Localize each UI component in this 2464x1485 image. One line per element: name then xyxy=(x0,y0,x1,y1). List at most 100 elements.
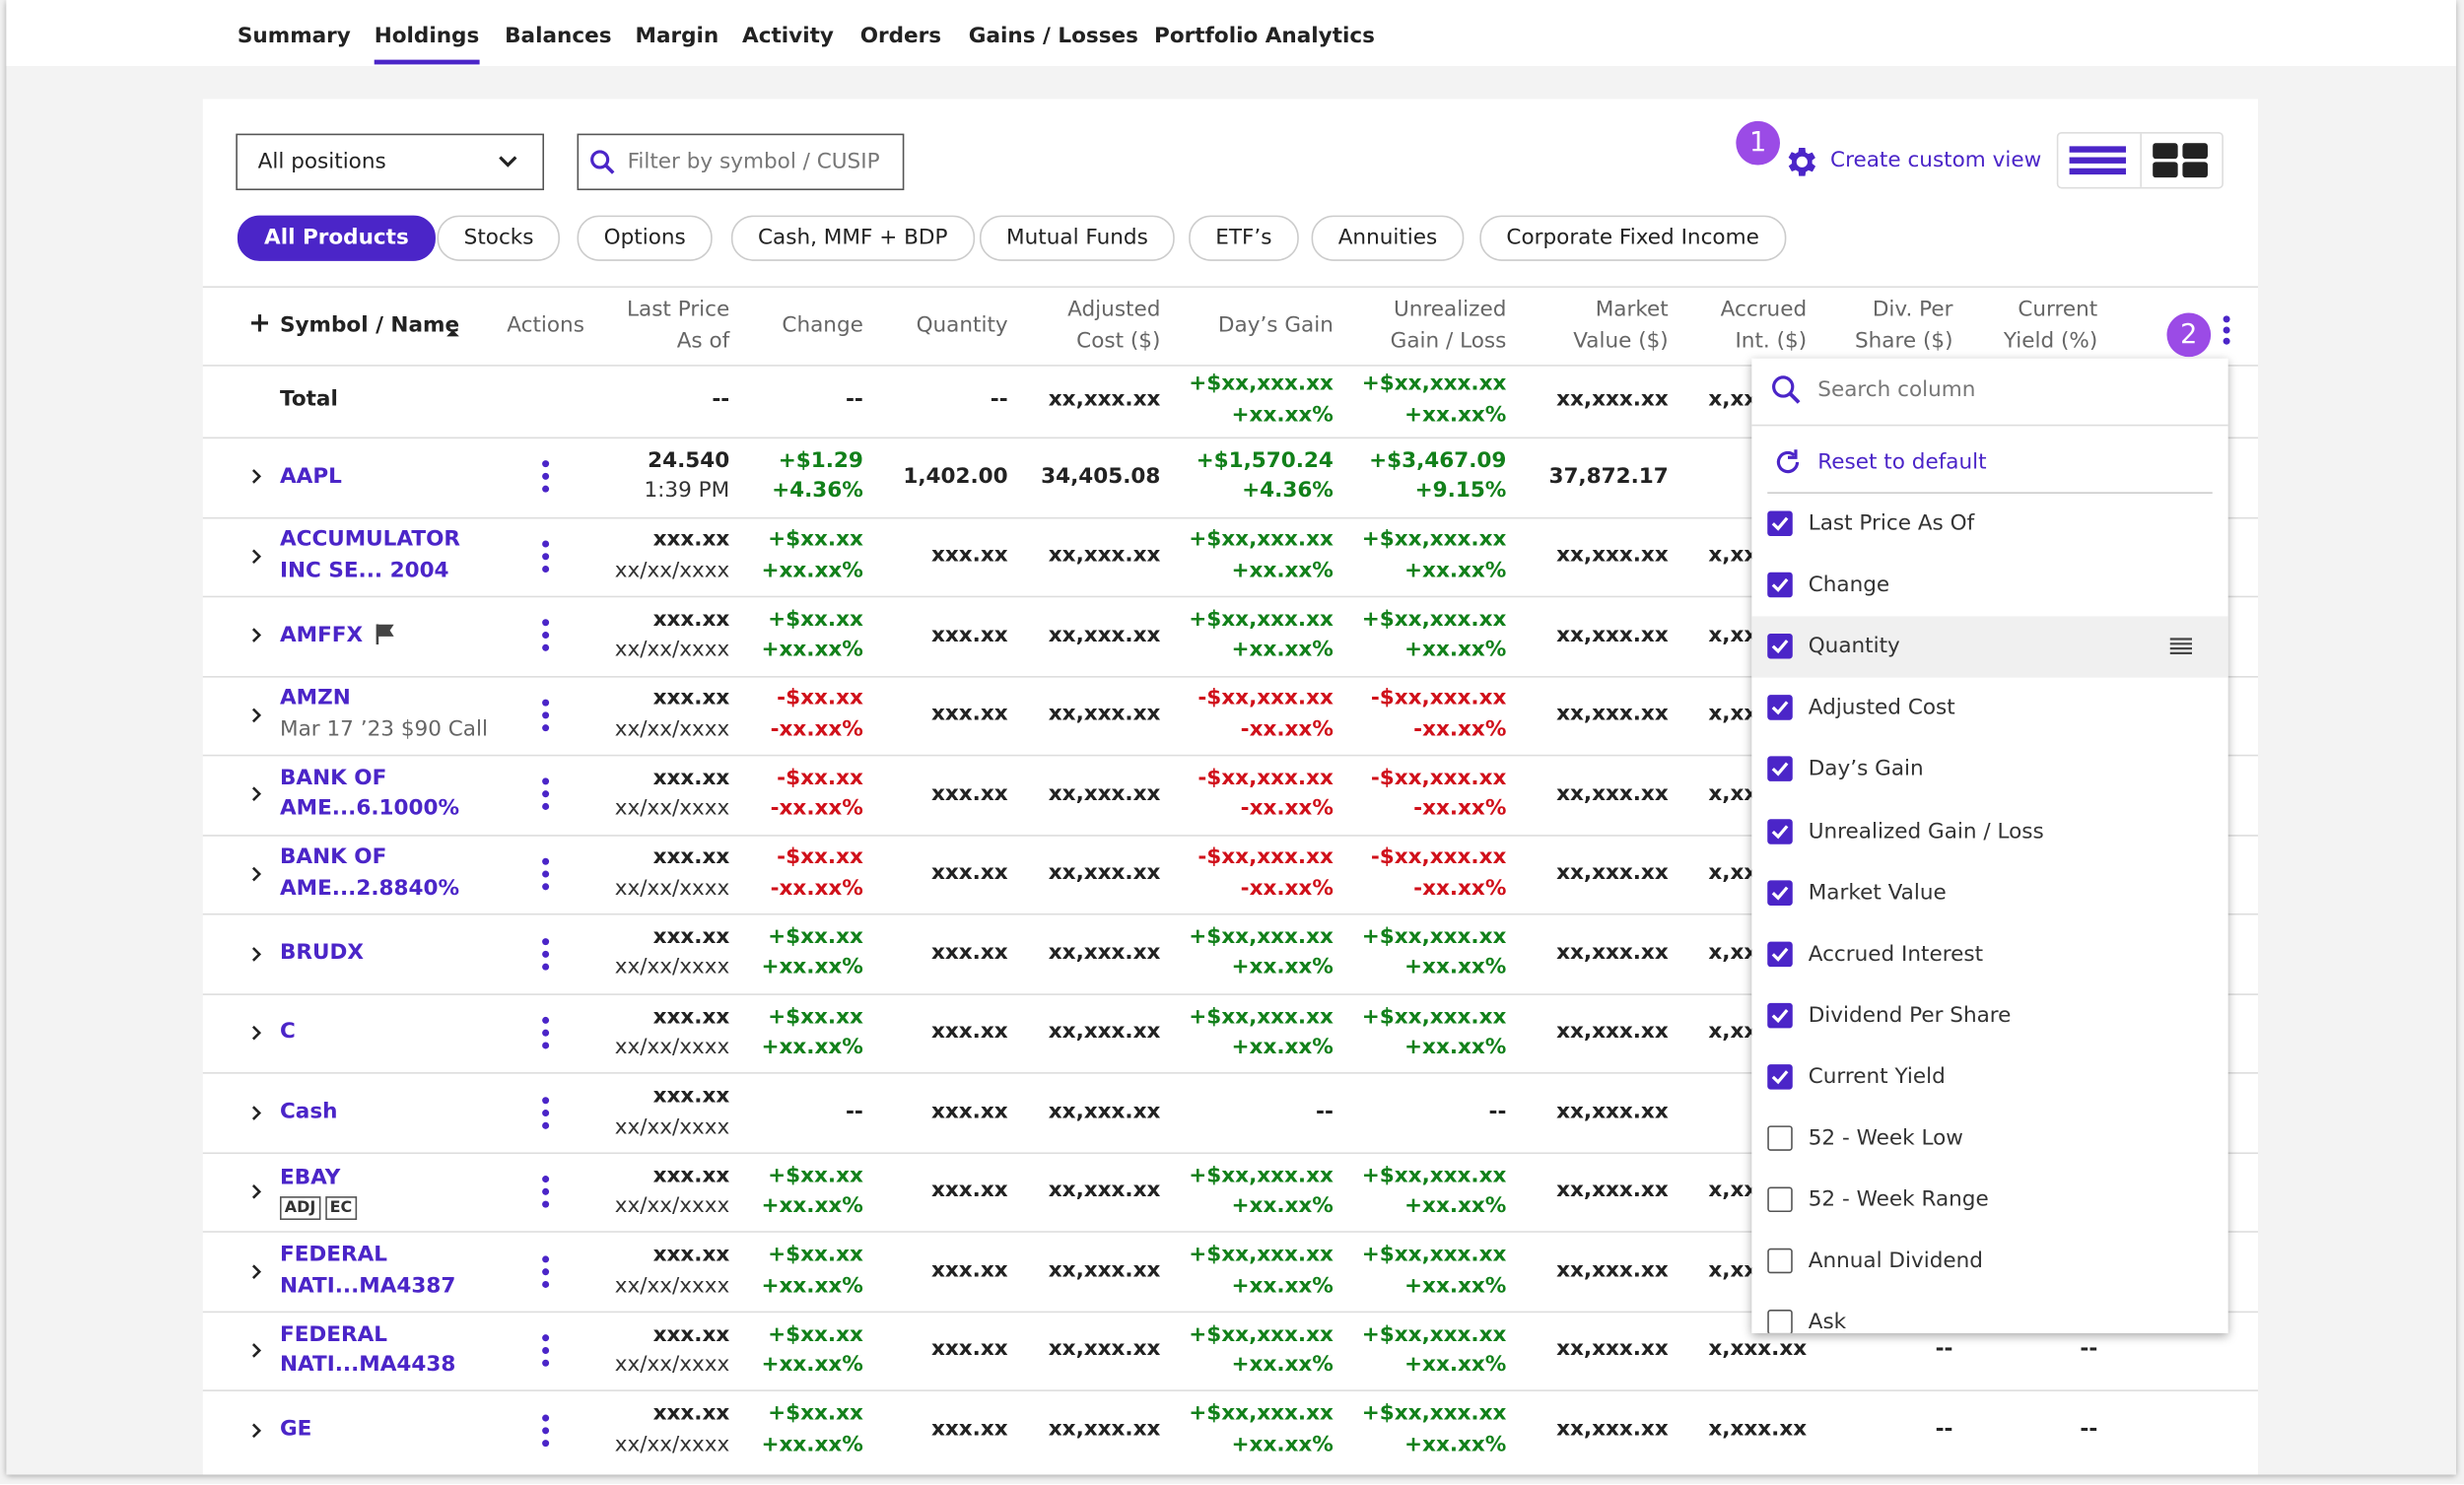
column-option[interactable]: Adjusted Cost xyxy=(1751,678,2227,739)
nav-tab[interactable]: Orders xyxy=(859,23,942,49)
filter-chip[interactable]: Corporate Fixed Income xyxy=(1479,215,1786,261)
column-header[interactable]: Quantity xyxy=(694,311,1008,342)
list-view-icon[interactable] xyxy=(2069,143,2130,177)
column-option[interactable]: Change xyxy=(1751,555,2227,616)
column-header[interactable]: Last Price As of xyxy=(415,296,729,357)
symbol-cell[interactable]: BRUDX xyxy=(280,913,364,993)
filter-chip[interactable]: ETF’s xyxy=(1189,215,1299,261)
checkbox[interactable] xyxy=(1767,1002,1793,1029)
positions-dropdown[interactable]: All positions xyxy=(236,133,545,191)
nav-tab[interactable]: Summary xyxy=(237,23,351,49)
column-option[interactable]: 52 - Week Range xyxy=(1751,1170,2227,1231)
symbol-line: FEDERAL xyxy=(279,1242,387,1268)
option-label: Day’s Gain xyxy=(1808,757,1924,782)
filter-chip[interactable]: Cash, MMF + BDP xyxy=(730,215,975,261)
nav-tab[interactable]: Margin xyxy=(635,23,719,49)
column-menu-icon[interactable] xyxy=(2218,312,2236,347)
value-cell: +$xx,xxx.xx +xx.xx% xyxy=(1192,596,1507,676)
column-option[interactable]: Last Price As Of xyxy=(1751,494,2227,555)
symbol-cell[interactable]: EBAY ADJ EC xyxy=(279,1152,362,1232)
value-cell: -- xyxy=(1783,1390,2097,1470)
symbol-cell[interactable]: C xyxy=(280,993,296,1073)
create-custom-view[interactable]: Create custom view xyxy=(1830,147,2042,173)
symbol-cell[interactable]: BANK OF AME...2.8840% xyxy=(280,835,459,914)
symbol-cell[interactable]: AMZN Mar 17 ’23 $90 Call xyxy=(280,675,488,755)
filter-chip[interactable]: All Products xyxy=(237,215,436,261)
value-cell: +$xx,xxx.xx +xx.xx% xyxy=(1192,1311,1507,1390)
value-line: 1:39 PM xyxy=(644,478,730,504)
column-search[interactable]: Search column xyxy=(1817,376,1976,403)
column-header[interactable]: Current Yield (%) xyxy=(1783,296,2097,357)
grid-view-icon[interactable] xyxy=(2153,143,2213,178)
symbol-cell[interactable]: FEDERAL NATI...MA4438 xyxy=(280,1311,455,1390)
value-line: +$xx,xxx.xx xyxy=(1361,606,1507,633)
reset-default[interactable]: Reset to default xyxy=(1817,449,1987,475)
symbol-filter[interactable]: Filter by symbol / CUSIP xyxy=(577,133,905,191)
column-header[interactable]: Change xyxy=(549,311,862,342)
column-header[interactable]: Accrued Int. ($) xyxy=(1492,296,1807,357)
column-option[interactable]: Unrealized Gain / Loss xyxy=(1751,801,2227,862)
value-line: xx/xx/xxxx xyxy=(614,955,730,980)
value-cell: 1,402.00 xyxy=(694,438,1007,517)
nav-tab[interactable]: Gains / Losses xyxy=(968,23,1138,49)
column-header[interactable]: Unrealized Gain / Loss xyxy=(1192,296,1507,357)
symbol-cell[interactable]: FEDERAL NATI...MA4387 xyxy=(280,1232,455,1312)
checkbox[interactable] xyxy=(1767,572,1793,598)
nav-tab[interactable]: Portfolio Analytics xyxy=(1154,23,1375,49)
checkbox[interactable] xyxy=(1767,757,1793,782)
column-header[interactable]: Day’s Gain xyxy=(1019,311,1334,342)
add-icon[interactable]: + xyxy=(248,307,271,340)
checkbox[interactable] xyxy=(1767,695,1793,721)
nav-tab[interactable]: Activity xyxy=(742,23,834,49)
value-cell: -- xyxy=(549,1073,863,1153)
filter-chip[interactable]: Mutual Funds xyxy=(979,215,1175,261)
nav-tab[interactable]: Balances xyxy=(505,23,612,49)
value-line: +$xx.xx xyxy=(768,1162,863,1188)
column-option[interactable]: Day’s Gain xyxy=(1751,739,2227,800)
column-option[interactable]: Ask xyxy=(1751,1293,2227,1333)
checkbox[interactable] xyxy=(1767,1125,1793,1151)
column-option[interactable]: Current Yield xyxy=(1751,1046,2227,1108)
symbol-cell[interactable]: GE xyxy=(280,1390,311,1470)
column-header[interactable]: Div. Per Share ($) xyxy=(1638,296,1953,357)
filter-chip[interactable]: Stocks xyxy=(437,215,561,261)
value-line: xxx.xx xyxy=(931,780,1008,806)
column-option[interactable]: Market Value xyxy=(1751,862,2227,923)
column-option[interactable]: Annual Dividend xyxy=(1751,1232,2227,1293)
column-option[interactable]: Quantity xyxy=(1751,616,2228,678)
checkbox[interactable] xyxy=(1767,879,1793,906)
column-option[interactable]: 52 - Week Low xyxy=(1751,1109,2227,1170)
checkbox[interactable] xyxy=(1767,818,1793,844)
column-header[interactable]: Adjusted Cost ($) xyxy=(846,296,1160,357)
symbol-cell[interactable]: BANK OF AME...6.1000% xyxy=(280,755,459,835)
value-cell: xx,xxx.xx xyxy=(846,1390,1161,1470)
value-line: +xx.xx% xyxy=(1231,637,1334,663)
value-line: +xx.xx% xyxy=(761,1193,863,1219)
nav-tab[interactable]: Holdings xyxy=(374,24,480,65)
expand-chevron xyxy=(250,1024,264,1049)
column-option[interactable]: Accrued Interest xyxy=(1751,924,2227,985)
header-line: Div. Per xyxy=(1872,297,1953,323)
checkbox[interactable] xyxy=(1767,1063,1793,1090)
filter-chip[interactable]: Options xyxy=(577,215,713,261)
column-header[interactable]: Symbol / Name xyxy=(280,311,500,342)
symbol-cell[interactable]: AMFFX xyxy=(280,596,394,676)
symbol-cell[interactable]: ACCUMULATOR INC SE... 2004 xyxy=(280,516,460,596)
value-line: xxx.xx xyxy=(931,1416,1008,1442)
drag-handle[interactable] xyxy=(2169,637,2193,662)
expand-chevron xyxy=(250,467,264,493)
checkbox[interactable] xyxy=(1767,634,1793,659)
column-option[interactable]: Dividend Per Share xyxy=(1751,985,2227,1046)
expand-chevron xyxy=(250,627,264,652)
symbol-cell[interactable]: AAPL xyxy=(280,438,342,517)
column-header[interactable]: Actions xyxy=(388,311,703,342)
symbol-cell[interactable]: Cash xyxy=(280,1073,338,1153)
value-cell: -- xyxy=(1638,1390,1953,1470)
checkbox[interactable] xyxy=(1767,1310,1793,1333)
checkbox[interactable] xyxy=(1767,941,1793,967)
checkbox[interactable] xyxy=(1767,1186,1793,1213)
column-header[interactable]: Market Value ($) xyxy=(1354,296,1669,357)
checkbox[interactable] xyxy=(1767,510,1793,537)
filter-chip[interactable]: Annuities xyxy=(1311,215,1465,261)
checkbox[interactable] xyxy=(1767,1249,1793,1274)
